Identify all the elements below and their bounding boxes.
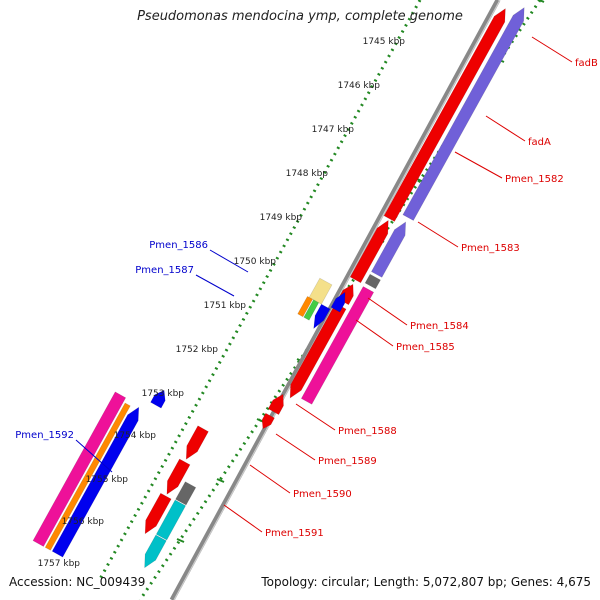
kbp-tick-label: 1754 kbp bbox=[114, 431, 157, 441]
gene-red-lower-3 bbox=[144, 492, 172, 535]
callout-line-right bbox=[223, 504, 263, 533]
callout-line-right bbox=[367, 297, 408, 326]
callout-line-right bbox=[355, 319, 394, 347]
gene-blue-left-2 bbox=[150, 389, 166, 409]
callout-line-right bbox=[454, 151, 503, 179]
kbp-tick-label: 1751 kbp bbox=[204, 301, 247, 311]
kbp-tick-label: 1750 kbp bbox=[234, 257, 277, 267]
gene-orange-left bbox=[44, 402, 131, 551]
gene-label-right: Pmen_1589 bbox=[318, 456, 377, 467]
gene-blue-mid bbox=[313, 303, 331, 330]
kbp-tick-label: 1755 kbp bbox=[86, 475, 129, 485]
gene-features bbox=[32, 7, 525, 569]
scale-minor-tick bbox=[216, 478, 225, 483]
gene-label-left: Pmen_1587 bbox=[135, 265, 194, 276]
gene-magenta-1 bbox=[300, 286, 375, 405]
gene-purple-2 bbox=[370, 221, 407, 278]
gene-label-right: fadA bbox=[528, 137, 551, 148]
backbone-line bbox=[169, 0, 501, 600]
accession-text: Accession: NC_009439 bbox=[9, 575, 146, 589]
gene-red-outer-4 bbox=[289, 302, 347, 399]
callout-line-right bbox=[275, 433, 316, 461]
callout-line-right bbox=[249, 464, 291, 494]
gene-red-small-1 bbox=[267, 393, 284, 416]
gene-green-small bbox=[303, 299, 320, 321]
callout-line-right bbox=[417, 221, 459, 248]
gene-label-right: Pmen_1591 bbox=[265, 528, 324, 539]
kbp-tick-label: 1748 kbp bbox=[286, 169, 329, 179]
scale-minor-tick bbox=[536, 0, 545, 3]
scale-minor-tick bbox=[176, 538, 185, 543]
gene-cyan-2 bbox=[144, 534, 167, 569]
callout-line-left bbox=[195, 274, 235, 297]
callout-line-right bbox=[531, 36, 573, 63]
gene-red-outer-2 bbox=[349, 219, 389, 284]
gene-label-right: Pmen_1585 bbox=[396, 342, 455, 353]
gene-callouts: fadB fadA Pmen_1582 Pmen_1583 Pmen_1584 Pmen_… bbox=[15, 36, 598, 539]
gene-blue-mid-2 bbox=[330, 291, 346, 313]
scale-dotted-line-outer bbox=[98, 0, 422, 580]
topology-summary: Topology: circular; Length: 5,072,807 bp… bbox=[261, 575, 591, 589]
kbp-ticks: 1745 kbp 1746 kbp 1747 kbp 1748 kbp 1749 kbp… bbox=[38, 37, 406, 569]
gene-blue-left bbox=[51, 406, 140, 558]
gene-label-right: Pmen_1582 bbox=[505, 174, 564, 185]
gene-red-small-2 bbox=[261, 412, 275, 430]
callout-line-left bbox=[75, 439, 113, 473]
callout-line-right bbox=[485, 115, 526, 142]
gene-label-left: Pmen_1592 bbox=[15, 430, 74, 441]
kbp-tick-label: 1757 kbp bbox=[38, 559, 81, 569]
gene-gray-lower bbox=[175, 481, 197, 506]
kbp-tick-label: 1746 kbp bbox=[338, 81, 381, 91]
gene-purple-top bbox=[402, 7, 525, 221]
kbp-tick-label: 1753 kbp bbox=[142, 389, 185, 399]
kbp-tick-label: 1747 kbp bbox=[312, 125, 355, 135]
kbp-tick-label: 1745 kbp bbox=[363, 37, 406, 47]
gene-label-right: Pmen_1583 bbox=[461, 243, 520, 254]
gene-yellow bbox=[308, 277, 333, 305]
gene-label-right: fadB bbox=[575, 58, 598, 69]
gene-label-right: Pmen_1584 bbox=[410, 321, 469, 332]
gene-red-outer-top bbox=[383, 8, 506, 222]
kbp-tick-label: 1756 kbp bbox=[62, 517, 105, 527]
callout-line-right bbox=[295, 403, 336, 431]
gene-cyan-1 bbox=[155, 499, 187, 541]
gene-red-lower-1 bbox=[185, 425, 209, 460]
gene-label-left: Pmen_1586 bbox=[149, 240, 208, 251]
gene-orange-small bbox=[297, 295, 314, 318]
kbp-tick-label: 1752 kbp bbox=[176, 345, 219, 355]
genome-title: Pseudomonas mendocina ymp, complete geno… bbox=[137, 9, 463, 24]
gene-red-lower-2 bbox=[166, 458, 191, 495]
gene-gray-top bbox=[364, 273, 381, 290]
callout-line-left bbox=[209, 249, 249, 273]
gene-label-right: Pmen_1590 bbox=[293, 489, 352, 500]
gene-magenta-left bbox=[32, 391, 127, 547]
gene-label-right: Pmen_1588 bbox=[338, 426, 397, 437]
kbp-tick-label: 1749 kbp bbox=[260, 213, 303, 223]
